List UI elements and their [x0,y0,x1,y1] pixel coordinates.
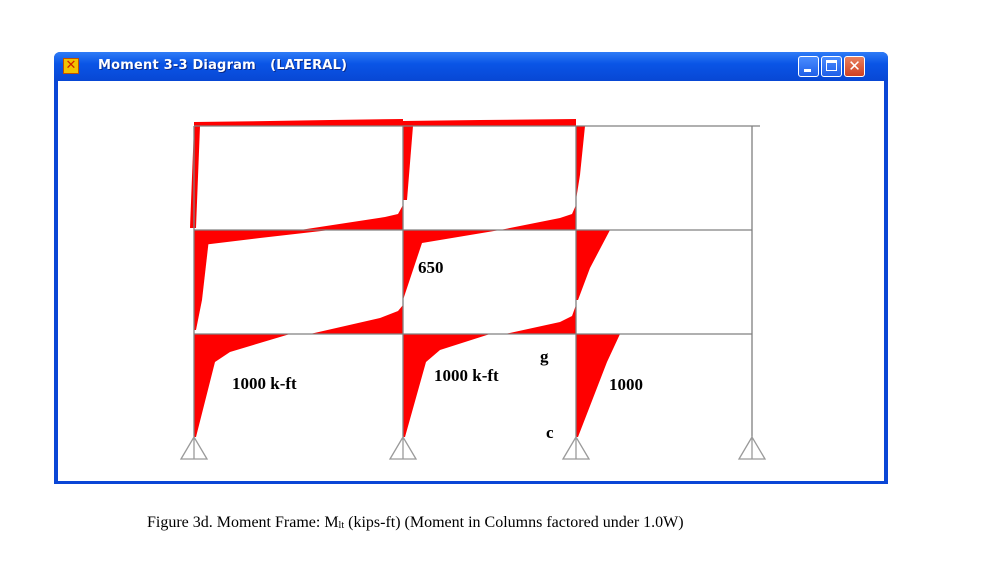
label-c: c [546,423,554,442]
moment-label-col3: 1000 [609,375,643,394]
caption-prefix: Figure 3d. Moment Frame: M [147,514,339,531]
close-button[interactable]: ✕ [844,56,865,77]
frame-lines [193,125,760,437]
moment-label-col2: 1000 k-ft [434,366,499,385]
app-icon[interactable]: ✕ [63,58,79,74]
title-bar[interactable]: ✕ Moment 3-3 Diagram (LATERAL) ✕ [54,52,888,81]
diagram-canvas[interactable] [58,81,884,481]
minimize-button[interactable] [798,56,819,77]
window-title: Moment 3-3 Diagram (LATERAL) [98,58,348,73]
moment-diagram-window: ✕ Moment 3-3 Diagram (LATERAL) ✕ [54,52,888,484]
maximize-icon [826,60,837,71]
moment-label-col1: 1000 k-ft [232,374,297,393]
caption-subscript: lt [338,520,345,531]
minimize-icon [804,69,811,72]
caption-suffix: (kips-ft) (Moment in Columns factored un… [344,514,684,531]
moment-label-650: 650 [418,258,444,277]
label-g: g [540,347,549,366]
maximize-button[interactable] [821,56,842,77]
close-icon: ✕ [848,57,861,75]
moment-fills [190,119,620,437]
figure-caption: Figure 3d. Moment Frame: Mlt (kips-ft) (… [147,514,684,532]
moment-diagram [179,119,767,460]
pin-supports [179,435,767,460]
